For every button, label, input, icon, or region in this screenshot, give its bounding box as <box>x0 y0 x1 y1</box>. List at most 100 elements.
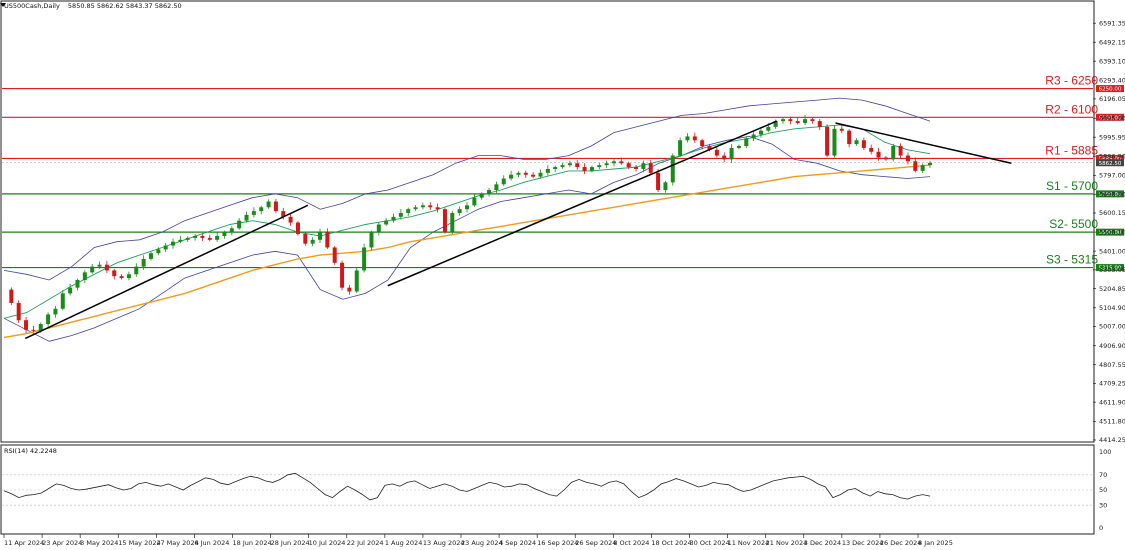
candle-body <box>567 163 572 166</box>
candle-body <box>839 128 844 131</box>
candle-body <box>479 193 484 198</box>
trendline-downtrend <box>835 122 1012 164</box>
candle-body <box>509 174 514 179</box>
candle-body <box>112 270 117 277</box>
candle-body <box>766 126 771 131</box>
candle-body <box>516 172 521 175</box>
candle-body <box>90 266 95 273</box>
time-tick-label: 3 Dec 2024 <box>804 539 841 547</box>
level-tag-value: 5315.00 <box>1099 266 1122 272</box>
candle-body <box>171 241 176 246</box>
candle-body <box>178 239 183 242</box>
candle-body <box>68 287 73 294</box>
level-label: S2- 5500 <box>1049 217 1098 231</box>
candle-body <box>237 220 242 229</box>
candle-body <box>597 165 602 168</box>
candle-body <box>707 146 712 150</box>
candle-body <box>46 314 51 325</box>
ohlc-label: 5850.85 5862.62 5843.37 5862.50 <box>68 2 182 10</box>
candle-body <box>847 130 852 145</box>
current-price-tag: 5862.50 <box>1096 159 1124 167</box>
price-axis: 6591.35 6492.15 6393.10 6293.40 6196.05 6095.… <box>1093 19 1125 444</box>
bollinger-upper-line <box>3 97 931 281</box>
price-tick-label: 5896.90 <box>1099 152 1125 160</box>
price-panel-frame <box>0 0 1095 443</box>
candle-body <box>156 249 161 254</box>
candle-body <box>634 167 639 169</box>
level-label: S1 - 5700 <box>1046 179 1098 193</box>
price-tick-label: 5204.85 <box>1099 285 1125 293</box>
candle-body <box>53 308 58 315</box>
price-tick-label: 5500.10 <box>1099 228 1125 236</box>
candle-body <box>817 121 822 127</box>
time-tick-label: 13 Aug 2024 <box>423 539 465 547</box>
time-tick-label: 28 Jun 2024 <box>271 539 310 547</box>
candle-body <box>810 119 815 122</box>
candle-body <box>795 121 800 124</box>
candle-body <box>200 235 205 238</box>
price-tick-label: 6492.15 <box>1099 38 1125 46</box>
candle-body <box>825 126 830 156</box>
price-tick-label: 4807.55 <box>1099 361 1125 369</box>
current-price-value: 5862.50 <box>1099 161 1122 167</box>
symbol-label: US500Cash,Daily <box>4 2 60 10</box>
candle-body <box>758 130 763 135</box>
price-tick-label: 5104.90 <box>1099 304 1125 312</box>
candle-body <box>545 168 550 173</box>
time-tick-label: 23 Apr 2024 <box>42 539 82 547</box>
candle-body <box>347 287 352 292</box>
candle-body <box>641 163 646 169</box>
time-tick-label: 8 Jan 2025 <box>918 539 953 547</box>
level-tag <box>1096 264 1124 272</box>
candle-body <box>788 119 793 122</box>
candle-body <box>751 134 756 139</box>
collapse-arrow-icon[interactable] <box>0 3 6 7</box>
candle-body <box>369 232 374 248</box>
candle-body <box>472 197 477 206</box>
candle-body <box>310 239 315 244</box>
candle-body <box>38 324 43 331</box>
candle-body <box>832 128 837 156</box>
candle-body <box>861 140 866 148</box>
level-label: R2 - 6100 <box>1045 102 1098 116</box>
candle-body <box>898 146 903 156</box>
level-tag-value: 5500.00 <box>1099 230 1122 236</box>
time-tick-label: 16 Sep 2024 <box>537 539 578 547</box>
chart-header: US500Cash,Daily 5850.85 5862.62 5843.37 … <box>4 2 182 10</box>
candle-body <box>450 213 455 233</box>
candle-body <box>928 162 932 166</box>
candle-body <box>891 146 896 160</box>
candle-body <box>685 136 690 141</box>
level-tag <box>1096 228 1124 236</box>
time-tick-label: 1 Aug 2024 <box>385 539 423 547</box>
candle-body <box>648 163 653 173</box>
level-label: S3 - 5315 <box>1046 253 1098 267</box>
candle-body <box>487 190 492 194</box>
rsi-tick-label: 70 <box>1099 471 1107 479</box>
level-label: R1 - 5885 <box>1045 143 1098 157</box>
price-tick-label: 4611.90 <box>1099 398 1125 406</box>
candle-body <box>193 235 198 238</box>
candle-body <box>913 161 918 171</box>
candle-body <box>869 147 874 152</box>
candle-body <box>656 172 661 191</box>
candle-body <box>31 329 36 331</box>
level-label: R3 - 6250 <box>1045 74 1098 88</box>
candle-body <box>24 320 29 330</box>
candle-body <box>905 155 910 162</box>
candle-body <box>538 172 543 177</box>
candle-body <box>222 232 227 236</box>
time-tick-label: 11 Apr 2024 <box>4 539 44 547</box>
candle-body <box>384 220 389 225</box>
price-tick-label: 6196.05 <box>1099 95 1125 103</box>
time-tick-label: 22 Jul 2024 <box>347 539 384 547</box>
rsi-panel: 100 70 50 30 0 <box>2 448 1111 532</box>
candle-body <box>442 209 447 233</box>
candle-body <box>273 201 278 212</box>
time-tick-label: 18 Jun 2024 <box>233 539 272 547</box>
candle-body <box>428 205 433 208</box>
candle-body <box>420 205 425 208</box>
time-tick-label: 11 Nov 2024 <box>728 539 770 547</box>
rsi-tick-label: 50 <box>1099 486 1107 494</box>
